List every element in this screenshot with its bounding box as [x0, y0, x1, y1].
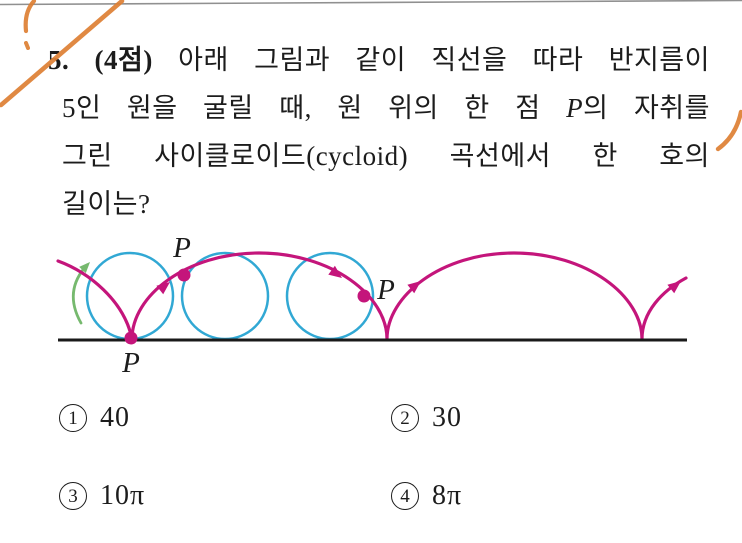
choice-4-marker-circled: 4 [391, 482, 419, 510]
rolling-circle-1 [85, 251, 175, 341]
rotation-arrowhead-icon [79, 262, 90, 274]
choice-4: 4 8π [391, 480, 462, 512]
choice-3-value: 10π [100, 480, 146, 511]
curve-arrowhead-icon [328, 265, 342, 278]
curve-arrowhead-icon [667, 281, 681, 294]
question-line-4: 길이는? [48, 180, 710, 228]
question-line-2: 5인 원을 굴릴 때, 원 위의 한 점 P의 자취를 [48, 84, 710, 132]
choice-1-value: 40 [100, 402, 130, 433]
question-line-2-post: 의 자취를 [583, 93, 710, 123]
variable-p: P [566, 93, 584, 123]
choice-1-marker-circled: 1 [59, 404, 87, 432]
question-line-3-text: 그린 사이클로이드(cycloid) 곡선에서 한 호의 [62, 141, 710, 171]
scan-artifacts [0, 0, 742, 152]
point-p-label-bottom: P [121, 347, 140, 379]
question-line-4-text: 길이는? [62, 189, 151, 219]
pen-mark-slash [0, 0, 125, 108]
question-line-2-pre: 5인 원을 굴릴 때, 원 위의 한 점 [62, 93, 541, 123]
pen-mark-dot [24, 41, 30, 50]
point-p-dot-bottom [124, 331, 138, 345]
point-p-dot-upper [177, 268, 191, 282]
point-p-label-upper: P [172, 232, 191, 264]
question-line-3: 그린 사이클로이드(cycloid) 곡선에서 한 호의 [48, 132, 710, 180]
choice-4-value: 8π [432, 480, 463, 511]
cycloid-figure: P P P [56, 232, 688, 379]
pen-mark-right-stroke [715, 109, 742, 152]
choice-3: 3 10π [59, 480, 145, 512]
point-p-dot-right [357, 289, 371, 303]
page-edge-line [0, 0, 742, 6]
choice-2-value: 30 [432, 402, 462, 433]
question-text: 5. (4점) 아래 그림과 같이 직선을 따라 반지름이 5인 원을 굴릴 때… [48, 36, 710, 228]
pen-mark-hook [23, 0, 37, 34]
curve-arrowhead-icon [156, 282, 170, 295]
question-line-1: 5. (4점) 아래 그림과 같이 직선을 따라 반지름이 [48, 36, 710, 84]
choice-2: 2 30 [391, 402, 462, 434]
question-points: (4점) [94, 45, 153, 75]
curve-arrowhead-icon [407, 281, 421, 294]
point-p-label-right: P [376, 274, 395, 306]
choice-1: 1 40 [59, 402, 130, 434]
question-line-1-text: 아래 그림과 같이 직선을 따라 반지름이 [178, 45, 710, 75]
choice-3-marker-circled: 3 [59, 482, 87, 510]
choice-2-marker-circled: 2 [391, 404, 419, 432]
